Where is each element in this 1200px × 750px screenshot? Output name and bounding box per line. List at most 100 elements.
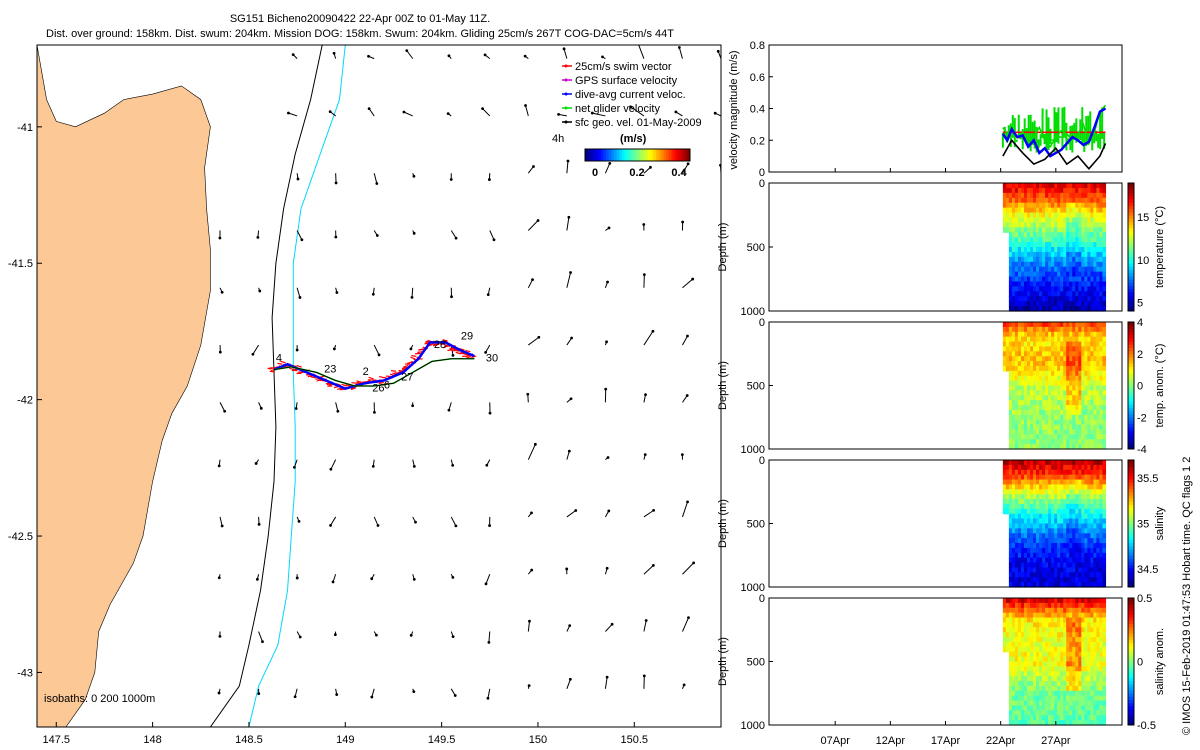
section-cell (1099, 227, 1104, 233)
section-cell (1054, 261, 1058, 268)
section-cell (1072, 494, 1076, 500)
section-cell (1033, 715, 1037, 721)
section-cell (1030, 271, 1034, 278)
sfc-vel-arrow-head (255, 577, 259, 581)
swim-vector (401, 366, 408, 370)
section-colorbar-cell (1128, 696, 1134, 701)
section-cell (1078, 439, 1082, 445)
sfc-vel-arrow (371, 688, 375, 698)
section-cell (1075, 232, 1079, 238)
section-cell (1060, 232, 1064, 238)
map-colorbar-cell (611, 149, 615, 161)
section-cell (1072, 700, 1076, 707)
sfc-vel-arrow-head (328, 110, 332, 114)
section-cell (1045, 296, 1049, 302)
section-cell (1033, 469, 1037, 476)
section-cell (1072, 651, 1076, 658)
section-cell (1087, 434, 1091, 440)
section-cell (1011, 444, 1016, 450)
section-colorbar-tick-label: 35 (1137, 519, 1149, 531)
section-cell (1036, 666, 1040, 672)
section-cell (1078, 405, 1082, 411)
sfc-vel-arrow-head (217, 576, 221, 580)
section-cell (1023, 494, 1028, 500)
section-cell (1093, 607, 1098, 614)
section-cell (1090, 192, 1094, 199)
section-cell (1087, 286, 1091, 292)
section-cell (1036, 322, 1040, 328)
section-cell (1051, 395, 1055, 401)
section-cell (1078, 286, 1082, 292)
section-cell (1090, 380, 1094, 387)
section-cell (1099, 385, 1104, 391)
section-cell (1093, 444, 1098, 450)
section-cell (1020, 261, 1025, 268)
sfc-vel-arrow (643, 330, 654, 346)
section-cell (1011, 222, 1016, 228)
section-cell (1084, 370, 1088, 377)
section-colorbar-cell (1128, 709, 1134, 713)
section-cell (1075, 202, 1079, 209)
section-cell (1045, 622, 1049, 628)
section-cell (1042, 543, 1046, 549)
section-cell (1054, 607, 1058, 614)
section-cell (1017, 251, 1022, 258)
section-cell (1066, 538, 1070, 544)
section-cell (1063, 439, 1067, 445)
section-cell (1002, 197, 1007, 204)
section-cell (1011, 518, 1016, 525)
section-cell (1099, 331, 1104, 338)
section-cell (1051, 646, 1055, 653)
section-cell (1096, 346, 1101, 352)
section-cell (1078, 494, 1082, 500)
section-cell (1081, 681, 1085, 687)
section-cell (1099, 202, 1104, 209)
section-colorbar-cell (1128, 548, 1134, 553)
section-colorbar-cell (1128, 445, 1134, 450)
section-cell (1087, 326, 1091, 333)
section-cell (1051, 266, 1055, 273)
section-cell (1096, 414, 1101, 421)
section-cell (1093, 474, 1098, 481)
section-cell (1039, 400, 1043, 406)
section-cell (1023, 351, 1028, 357)
section-cell (1011, 247, 1016, 253)
section-cell (1081, 212, 1085, 219)
section-cell (1075, 681, 1079, 687)
section-cell (1008, 356, 1013, 362)
section-cell (1051, 375, 1055, 382)
section-cell (1017, 322, 1022, 328)
section-cell (1078, 602, 1082, 609)
section-cell (1020, 474, 1025, 481)
section-cell (1072, 251, 1076, 258)
section-colorbar-cell (1128, 564, 1134, 569)
section-cell (1027, 429, 1031, 435)
section-cell (1090, 281, 1094, 287)
section-cell (1102, 192, 1107, 199)
section-ytick-label: 1000 (741, 306, 765, 318)
section-colorbar-tick-label: 35.5 (1137, 473, 1158, 485)
section-cell (1054, 469, 1058, 476)
section-cell (1023, 444, 1028, 450)
section-cell (1081, 523, 1085, 529)
section-cell (1063, 336, 1067, 343)
sfc-vel-arrow-head (649, 165, 652, 169)
section-cell (1051, 627, 1055, 633)
section-cell (1072, 528, 1076, 534)
section-cell (1023, 395, 1028, 401)
section-cell (1027, 681, 1031, 687)
sfc-vel-arrow-head (680, 453, 684, 457)
section-cell (1090, 370, 1094, 377)
section-cell (1069, 661, 1073, 667)
section-cell (1066, 612, 1070, 619)
section-cell (1033, 222, 1037, 228)
section-cell (1099, 607, 1104, 614)
section-cell (1093, 685, 1098, 692)
section-cell (1033, 192, 1037, 199)
section-cell (1081, 286, 1085, 292)
section-cell (1023, 705, 1028, 711)
section-cell (1102, 351, 1107, 357)
section-cell (1063, 469, 1067, 476)
section-ytick-label: 0 (759, 178, 765, 190)
